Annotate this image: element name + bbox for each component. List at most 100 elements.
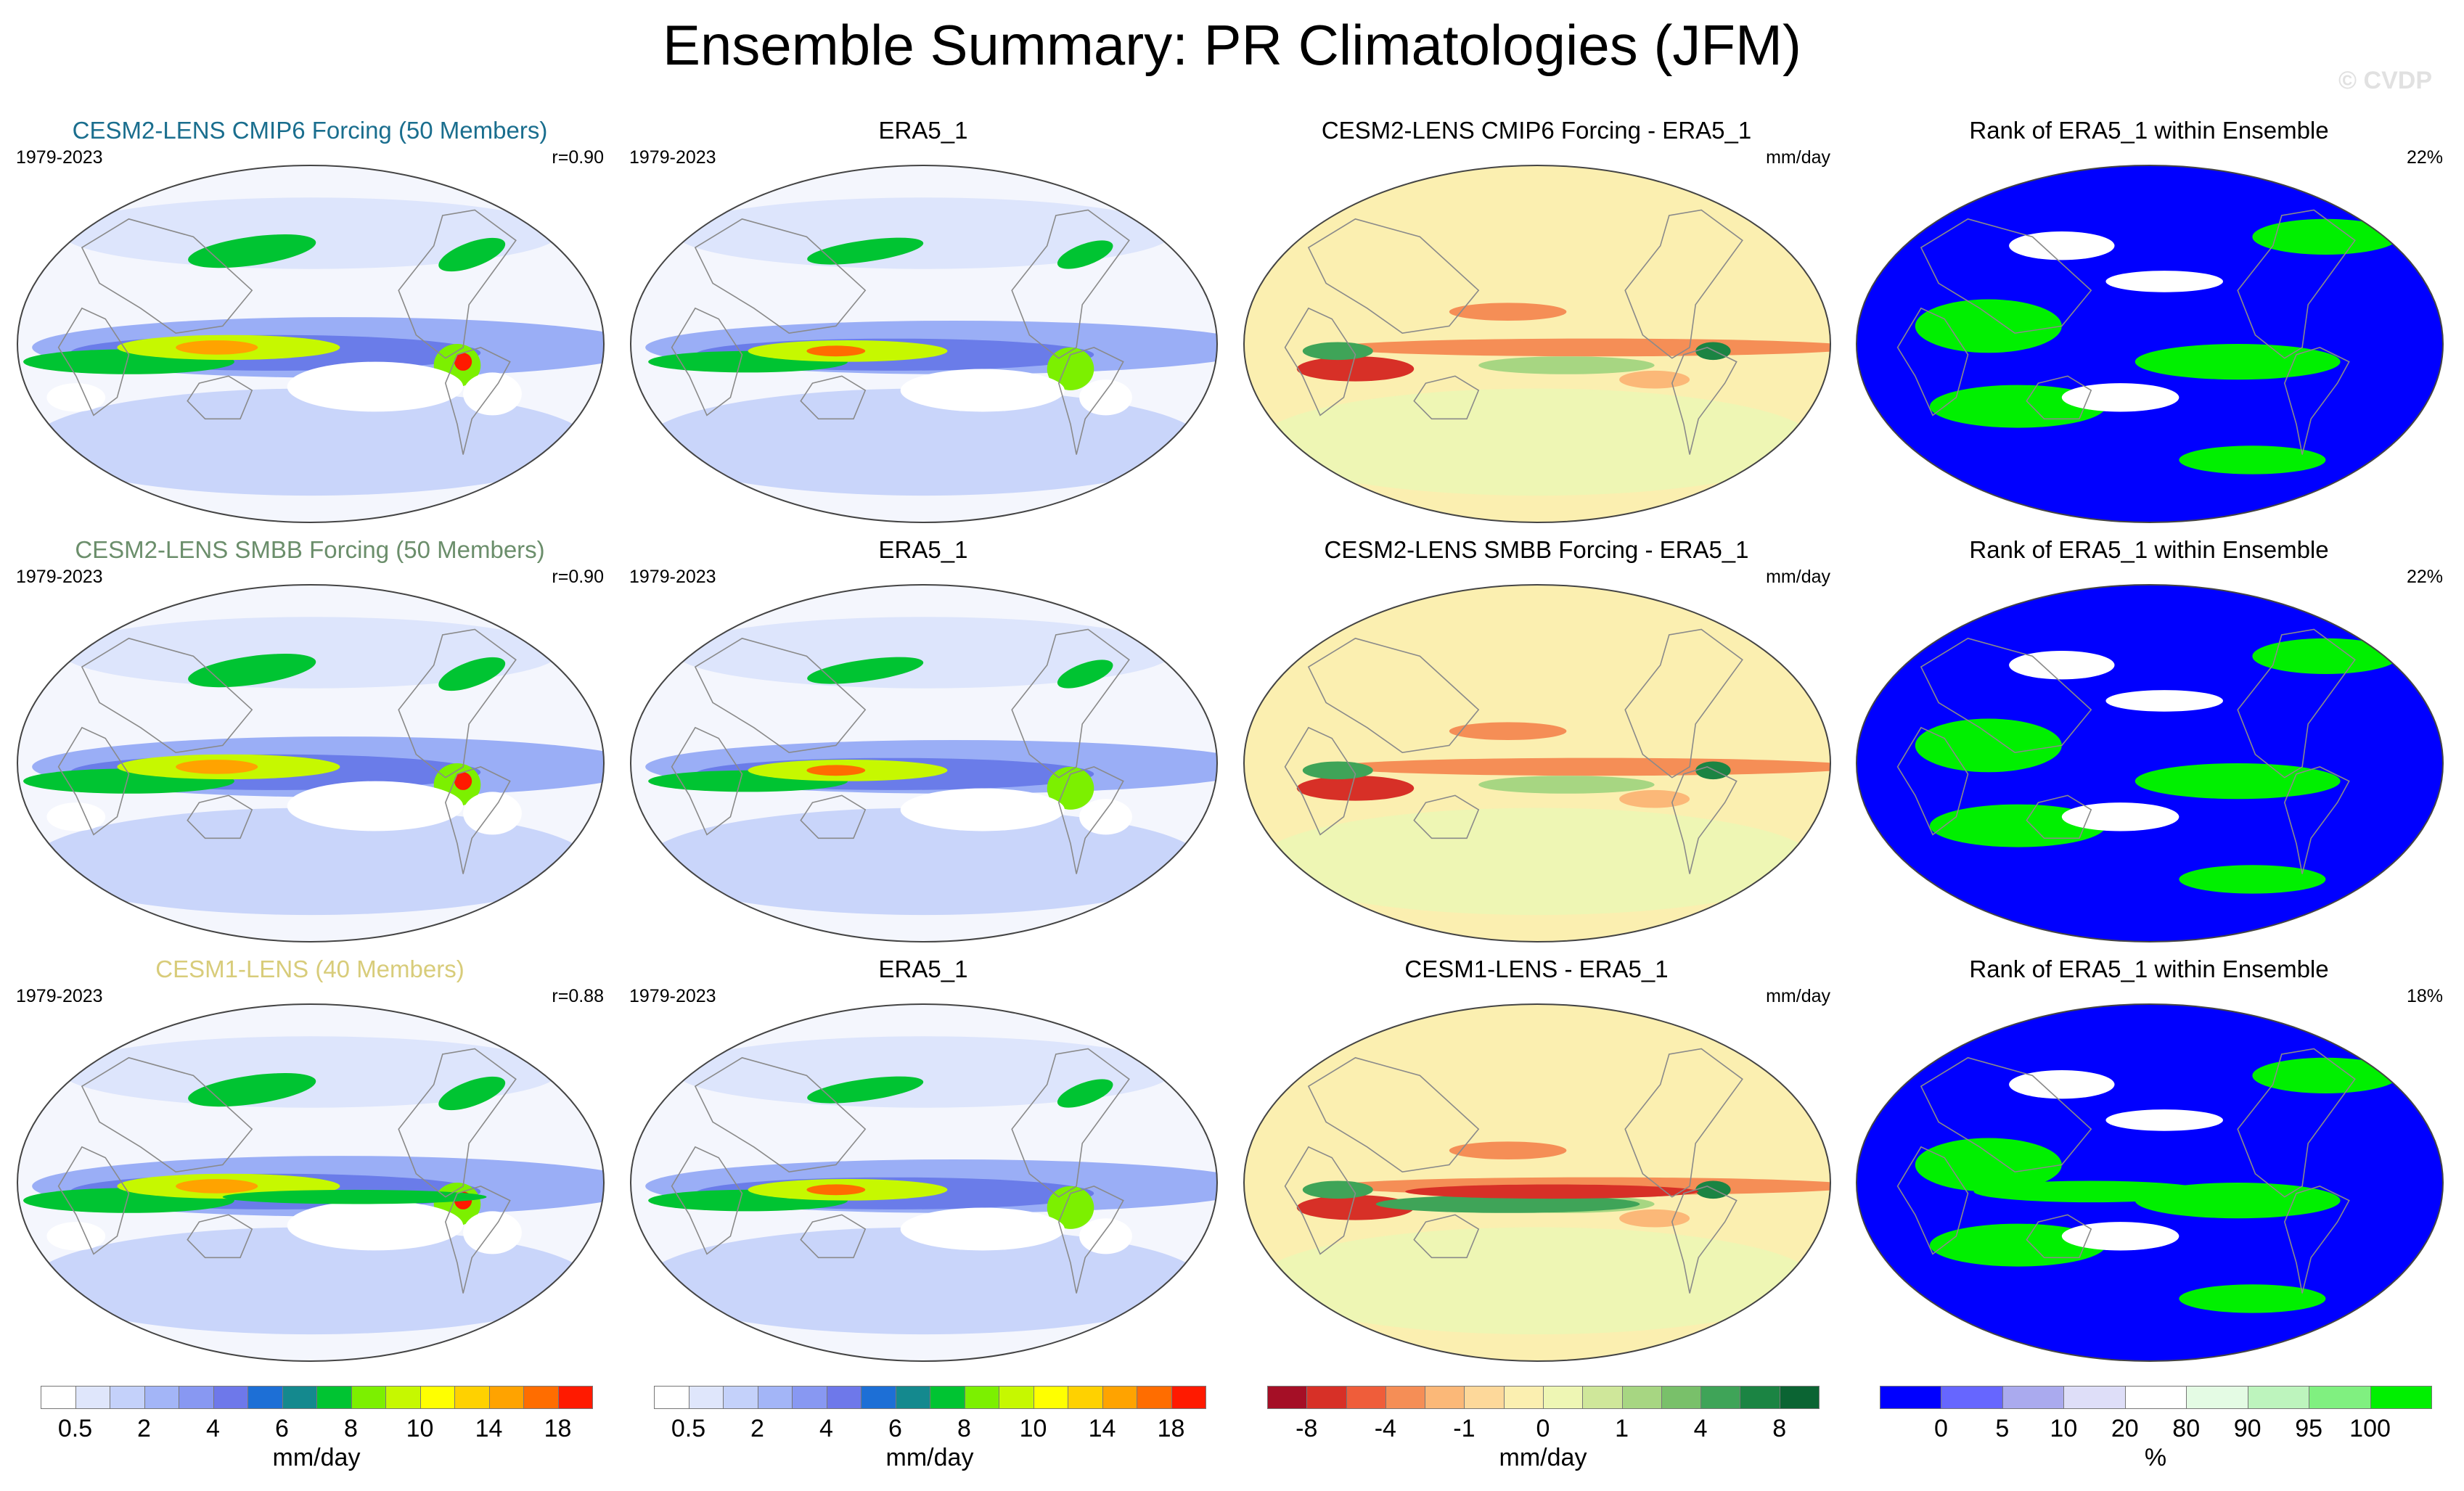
southeast-pacific-dry xyxy=(900,369,1065,412)
southeast-pacific-dry xyxy=(900,788,1065,831)
greenland-outline xyxy=(509,175,564,213)
colorbar-box-13 xyxy=(1068,1386,1103,1409)
south-pacific-deficit xyxy=(1478,356,1655,374)
colorbar-box-10 xyxy=(964,1386,999,1409)
north-america-outline xyxy=(1011,628,1130,779)
southeast-pacific-dry xyxy=(287,1200,464,1251)
colorbar-units: mm/day xyxy=(1499,1444,1587,1471)
east-africa-deficit xyxy=(1302,1180,1373,1199)
map-plot xyxy=(1243,165,1831,523)
map-border xyxy=(17,165,605,523)
greenland-outline xyxy=(1735,594,1790,632)
greenland-outline xyxy=(2348,594,2403,632)
colorbar-box-8 xyxy=(282,1386,317,1409)
greenland-outline xyxy=(1735,1014,1790,1051)
south-america-excess xyxy=(1619,789,1690,808)
colorbar-tick-label: 14 xyxy=(1088,1415,1116,1442)
colorbar-box-6 xyxy=(826,1386,861,1409)
indian-ocean-excess xyxy=(1296,356,1415,382)
south-america-outline xyxy=(1671,1186,1738,1294)
north-pacific-excess xyxy=(1449,303,1567,321)
greenland-outline xyxy=(509,1014,564,1051)
southern-belt xyxy=(1258,808,1816,916)
map-border xyxy=(630,165,1218,523)
rank-high-pacific xyxy=(2134,763,2341,800)
colorbar-box-14 xyxy=(1779,1386,1820,1409)
northern-belt xyxy=(61,617,560,689)
colorbar-box-13 xyxy=(454,1386,490,1409)
south-america-outline xyxy=(1671,766,1738,874)
colorbar-box-2 xyxy=(75,1386,110,1409)
north-atlantic-storm-track xyxy=(438,1076,506,1111)
africa-outline xyxy=(57,726,130,836)
colorbar-box-4 xyxy=(2063,1386,2126,1409)
panel-title: ERA5_1 xyxy=(878,536,968,563)
rank-mid-north-pacific xyxy=(2009,1070,2115,1099)
colorbar-tick-label: -1 xyxy=(1453,1415,1475,1442)
map-plot xyxy=(1243,584,1831,942)
cvdp-watermark: © CVDP xyxy=(2338,67,2432,94)
colorbar-tick-label: 0 xyxy=(1933,1415,1948,1442)
panel-r1-c3-diff: CESM2-LENS CMIP6 Forcing - ERA5_1 mm/day xyxy=(1237,116,1836,523)
southern-belt xyxy=(32,388,589,496)
colorbar-tick-label: 0.5 xyxy=(671,1415,706,1442)
colorbar-box-7 xyxy=(2247,1386,2310,1409)
colorbar-boxes xyxy=(654,1386,1206,1409)
north-america-outline xyxy=(398,628,517,779)
colorbar-box-5 xyxy=(792,1386,827,1409)
asia-outline xyxy=(1920,637,2092,754)
colorbar-box-16 xyxy=(1171,1386,1206,1409)
panel-title: ERA5_1 xyxy=(878,956,968,982)
colorbar-box-12 xyxy=(1700,1386,1741,1409)
panel-title: CESM2-LENS SMBB Forcing - ERA5_1 xyxy=(1324,536,1749,563)
colorbar-box-13 xyxy=(1740,1386,1780,1409)
panel-r3-c4-rank: Rank of ERA5_1 within Ensemble 18% xyxy=(1849,955,2449,1362)
asia-outline xyxy=(1307,637,1480,754)
southern-belt xyxy=(32,808,589,916)
colorbar-box-12 xyxy=(419,1386,455,1409)
colorbar-tick-label: 8 xyxy=(344,1415,358,1442)
map-plot xyxy=(1856,1003,2444,1362)
colorbar-tick-label: 2 xyxy=(750,1415,764,1442)
colorbar-tick-label: 95 xyxy=(2295,1415,2323,1442)
map-field xyxy=(631,165,1217,522)
panel-stat: 22% xyxy=(2406,567,2443,587)
colorbar-box-14 xyxy=(1102,1386,1137,1409)
rank-mid-north-pacific-2 xyxy=(2105,690,2223,712)
colorbar-box-6 xyxy=(1464,1386,1505,1409)
australia-outline xyxy=(1413,1214,1480,1259)
map-plot xyxy=(1243,1003,1831,1362)
colorbar-tick-label: 6 xyxy=(888,1415,902,1442)
southeast-pacific-dry xyxy=(287,781,464,831)
south-america-outline xyxy=(444,1186,511,1294)
north-pacific-storm-track xyxy=(188,1072,316,1107)
northern-belt xyxy=(61,197,560,269)
africa-outline xyxy=(1284,726,1356,836)
map-field xyxy=(631,585,1217,942)
australia-outline xyxy=(187,794,253,839)
panel-period: 1979-2023 xyxy=(629,986,716,1006)
map-plot xyxy=(630,584,1218,942)
southeast-pacific-dry xyxy=(287,361,464,412)
amazon-deficit xyxy=(1695,761,1731,780)
colorbar-tick-label: 2 xyxy=(137,1415,151,1442)
colorbar-tick-label: -8 xyxy=(1296,1415,1318,1442)
greenland-outline xyxy=(2348,1014,2403,1051)
colorbar-box-3 xyxy=(110,1386,145,1409)
main-title: Ensemble Summary: PR Climatologies (JFM) xyxy=(662,13,1802,77)
northern-belt xyxy=(61,1036,560,1108)
colorbar-tick-label: 4 xyxy=(206,1415,220,1442)
colorbar-box-9 xyxy=(316,1386,352,1409)
northern-belt xyxy=(674,617,1174,689)
panel-r3-c3-diff: CESM1-LENS - ERA5_1 mm/day xyxy=(1237,955,1836,1362)
colorbar-tick-label: 4 xyxy=(1693,1415,1708,1442)
panel-period: 1979-2023 xyxy=(16,567,103,587)
map-border xyxy=(1856,165,2444,523)
southern-belt xyxy=(645,388,1203,496)
north-pacific-storm-track xyxy=(188,653,316,688)
asia-outline xyxy=(1920,218,2092,334)
rank-mid-south-pacific xyxy=(2061,383,2179,412)
colorbar-box-1 xyxy=(654,1386,689,1409)
panel-title: CESM1-LENS (40 Members) xyxy=(155,956,464,982)
indian-ocean-excess xyxy=(1296,776,1415,801)
